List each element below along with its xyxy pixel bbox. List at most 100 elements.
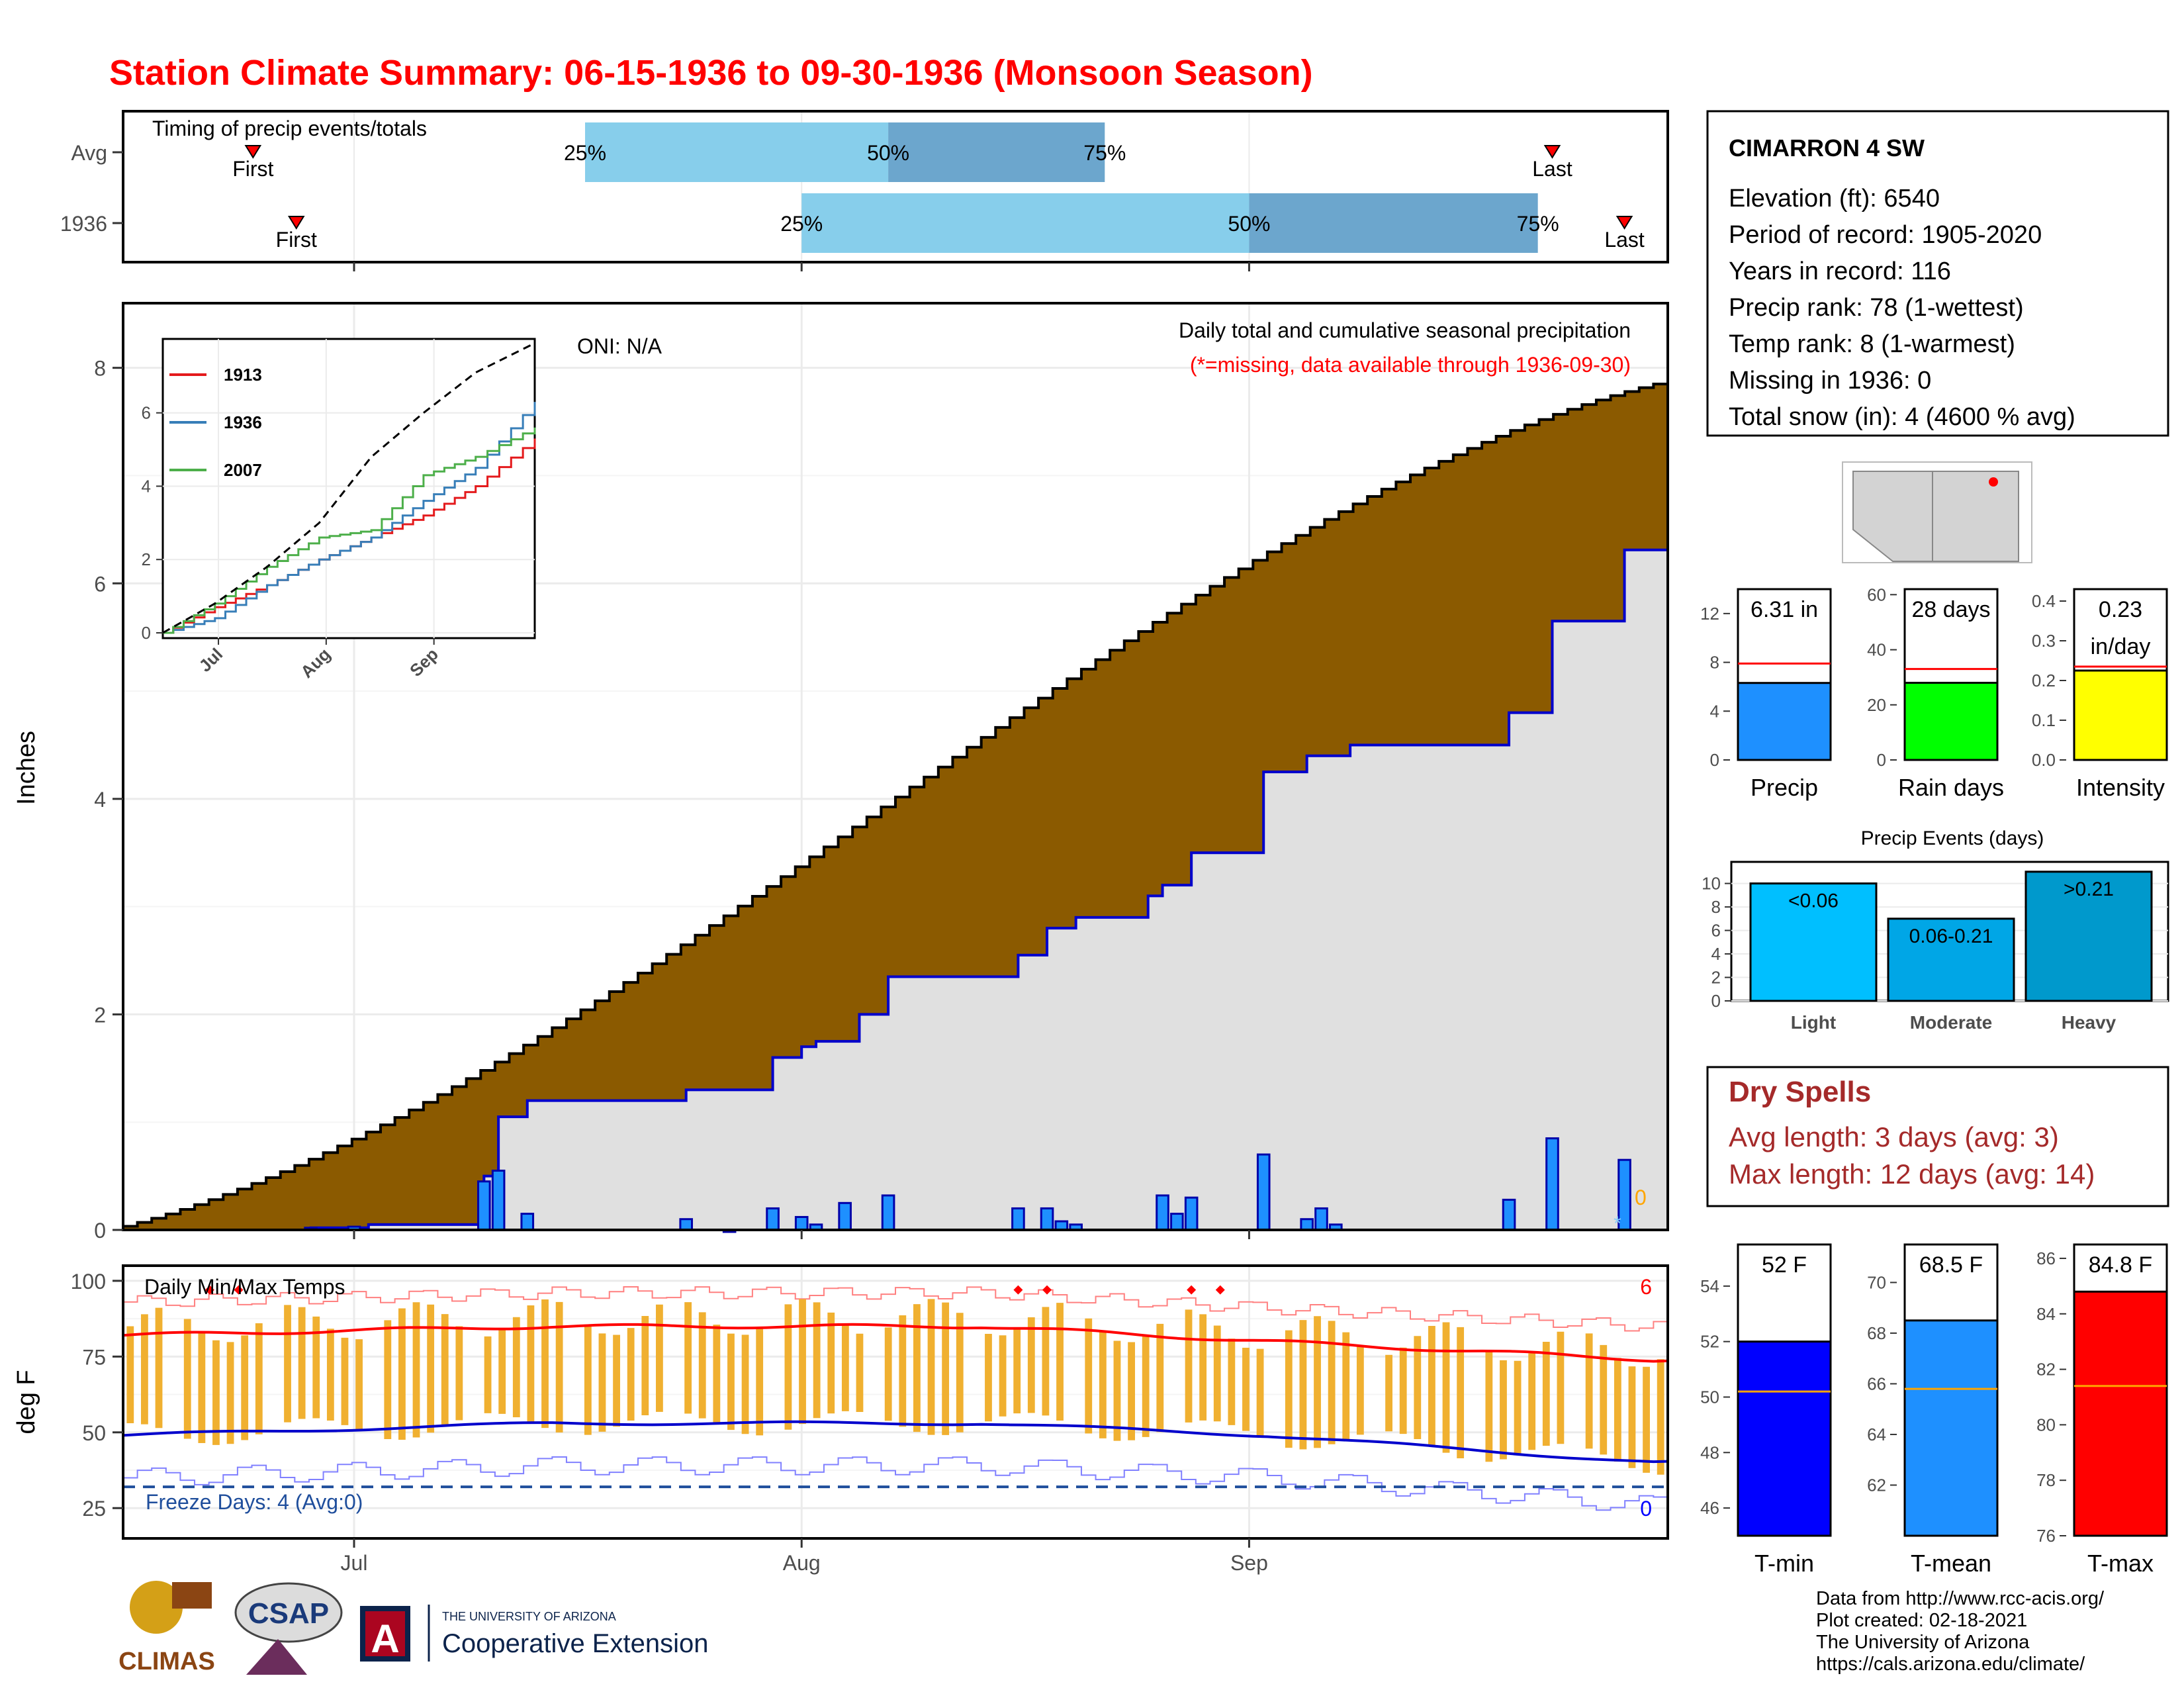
summary-precip-tick-label: 0 bbox=[1710, 750, 1719, 770]
csap-mountain-icon bbox=[246, 1639, 307, 1675]
daily-precip-bar bbox=[491, 1169, 506, 1231]
precip-ytick-label: 0 bbox=[94, 1219, 106, 1243]
record-high-marker-icon bbox=[1042, 1285, 1052, 1295]
summary-t-mean-tick-label: 68 bbox=[1867, 1323, 1886, 1343]
station-info-frame bbox=[1706, 110, 2169, 437]
inset-frame bbox=[161, 338, 536, 639]
record-high-marker-icon bbox=[1215, 1285, 1225, 1295]
summary-t-min-value-label: 52 F bbox=[1762, 1252, 1807, 1278]
timing-q50-q75-bar bbox=[888, 122, 1105, 182]
temp-xtick-label: Aug bbox=[783, 1551, 821, 1575]
footer-credit-line: Data from http://www.rcc-acis.org/ bbox=[1816, 1588, 2105, 1609]
timing-q75-label: 75% bbox=[1083, 141, 1126, 165]
timing-last-label: Last bbox=[1604, 228, 1645, 252]
station-info-line: Years in record: 116 bbox=[1729, 258, 1951, 285]
station-location-marker bbox=[1989, 477, 1998, 487]
csap-logo: CSAP bbox=[234, 1582, 343, 1675]
inset-legend: 1913 1936 2007 bbox=[169, 365, 262, 480]
record-low-line bbox=[123, 1456, 1668, 1511]
timing-q25-label: 25% bbox=[564, 141, 606, 165]
last-event-marker-icon bbox=[1543, 145, 1561, 159]
summary-intensity-bar bbox=[2073, 669, 2168, 761]
inset-series-line bbox=[163, 427, 536, 634]
timing-q50-label: 50% bbox=[867, 141, 909, 165]
timing-q75-label: 75% bbox=[1517, 212, 1559, 236]
summary-t-max-tick-label: 78 bbox=[2036, 1470, 2056, 1490]
timing-q50-label: 50% bbox=[1228, 212, 1270, 236]
climas-logo: CLIMAS bbox=[118, 1581, 215, 1675]
events-tick-label: 10 bbox=[1702, 874, 1721, 894]
daily-precip-bar bbox=[1170, 1213, 1184, 1231]
summary-intensity-tick-label: 0.4 bbox=[2032, 591, 2056, 611]
footer-credit-line: The University of Arizona bbox=[1816, 1632, 2030, 1653]
ua-logo: A THE UNIVERSITY OF ARIZONA Cooperative … bbox=[360, 1605, 708, 1662]
temp-ytick-label: 100 bbox=[71, 1270, 106, 1293]
events-bar bbox=[2025, 870, 2153, 1002]
daily-precip-bar bbox=[1156, 1194, 1169, 1231]
inset-legend-label: 1913 bbox=[224, 365, 262, 385]
summary-intensity-tick-label: 0.0 bbox=[2032, 750, 2056, 770]
events-tick-label: 6 bbox=[1711, 921, 1721, 941]
summary-t-max-tick-label: 82 bbox=[2036, 1360, 2056, 1380]
oni-label: ONI: N/A bbox=[577, 334, 662, 358]
temp-panel-frame bbox=[122, 1264, 1669, 1540]
summary-precip-bar bbox=[1737, 682, 1832, 761]
summary-precip-tick-label: 12 bbox=[1700, 604, 1719, 624]
summary-rain-days-tick-label: 60 bbox=[1867, 585, 1886, 604]
precip-panel-frame bbox=[122, 302, 1669, 1231]
summary-t-mean-tick-label: 66 bbox=[1867, 1374, 1886, 1393]
precip-note: Daily total and cumulative seasonal prec… bbox=[1179, 318, 1631, 342]
summary-rain-days-value-label: 28 days bbox=[1911, 597, 1990, 622]
summary-intensity-chart: 0.0 0.1 0.2 0.3 0.4 0.23 in/day Intensity bbox=[2032, 588, 2168, 801]
events-chart: 0 2 4 6 8 10 <0.06 Light 0.06-0.21 Moderate >0.21 H… bbox=[1702, 861, 2169, 1033]
events-tick-label: 2 bbox=[1711, 968, 1721, 988]
locator-map bbox=[1842, 461, 2032, 563]
summary-t-max-label: T-max bbox=[2087, 1550, 2154, 1577]
summary-t-min-tick-label: 48 bbox=[1700, 1442, 1719, 1462]
page-title: Station Climate Summary: 06-15-1936 to 0… bbox=[109, 53, 1313, 93]
footer-credit-line: Plot created: 02-18-2021 bbox=[1816, 1610, 2027, 1631]
inset-ytick-label: 6 bbox=[142, 403, 151, 423]
record-low-count: 0 bbox=[1640, 1497, 1652, 1521]
daily-precip-bar bbox=[766, 1207, 780, 1231]
last-event-marker-icon bbox=[1615, 216, 1633, 230]
daily-precip-bar bbox=[881, 1194, 895, 1231]
temp-content bbox=[122, 1285, 1668, 1511]
timing-q25-label: 25% bbox=[780, 212, 823, 236]
precip-ytick-label: 8 bbox=[94, 357, 106, 381]
inset-ytick-label: 0 bbox=[142, 623, 151, 643]
precip-ylabel: Inches bbox=[13, 731, 40, 805]
freeze-days: Freeze Days: 4 (Avg:0) bbox=[146, 1490, 363, 1514]
summary-t-mean-tick-label: 64 bbox=[1867, 1425, 1886, 1444]
logos: CLIMAS CSAP A THE UNIVERSITY OF ARIZONA … bbox=[118, 1581, 708, 1675]
summary-t-mean-chart: 62 64 66 68 70 68.5 F T-mean bbox=[1867, 1243, 1999, 1577]
footer-credits: Data from http://www.rcc-acis.org/Plot c… bbox=[1816, 1588, 2105, 1675]
tmin-average-line bbox=[122, 1420, 1668, 1464]
events-bar bbox=[1749, 882, 1878, 1002]
daily-precip-bar bbox=[679, 1218, 694, 1231]
summary-t-min-tick-label: 46 bbox=[1700, 1498, 1719, 1518]
inset-series-line bbox=[163, 402, 536, 634]
precip-panel: 0 2 4 6 8 Inches ONI: N/A Daily total and cu… bbox=[13, 302, 1669, 1243]
temp-axes: 25 50 75 100 Jul Aug Sep bbox=[71, 1270, 1268, 1575]
record-high-marker-icon bbox=[1187, 1285, 1197, 1295]
summary-precip-label: Precip bbox=[1751, 774, 1818, 801]
first-event-marker-icon bbox=[287, 216, 305, 230]
summary-t-mean-tick-label: 70 bbox=[1867, 1272, 1886, 1292]
summary-precip-tick-label: 8 bbox=[1710, 653, 1719, 673]
dry-spells-title: Dry Spells bbox=[1729, 1076, 1871, 1108]
ua-a-letter: A bbox=[371, 1617, 399, 1661]
temp-ytick-label: 25 bbox=[82, 1497, 106, 1521]
temp-ytick-label: 50 bbox=[82, 1421, 106, 1445]
station-info-line: Period of record: 1905-2020 bbox=[1729, 221, 2042, 249]
events-bar bbox=[1887, 917, 2015, 1002]
summary-t-max-tick-label: 86 bbox=[2036, 1248, 2056, 1268]
precip-events: Precip Events (days) 0 2 4 6 8 10 <0.06 Light 0.… bbox=[1702, 827, 2169, 1033]
summary-t-mean-value-label: 68.5 F bbox=[1919, 1252, 1983, 1278]
events-tick-label: 4 bbox=[1711, 944, 1721, 964]
precip-ytick-label: 4 bbox=[94, 788, 106, 812]
station-info-line: Temp rank: 8 (1-warmest) bbox=[1729, 330, 2015, 358]
timing-label: Timing of precip events/totals bbox=[152, 117, 427, 140]
summary-t-max-tick-label: 80 bbox=[2036, 1415, 2056, 1434]
inset-ytick-label: 2 bbox=[142, 549, 151, 569]
